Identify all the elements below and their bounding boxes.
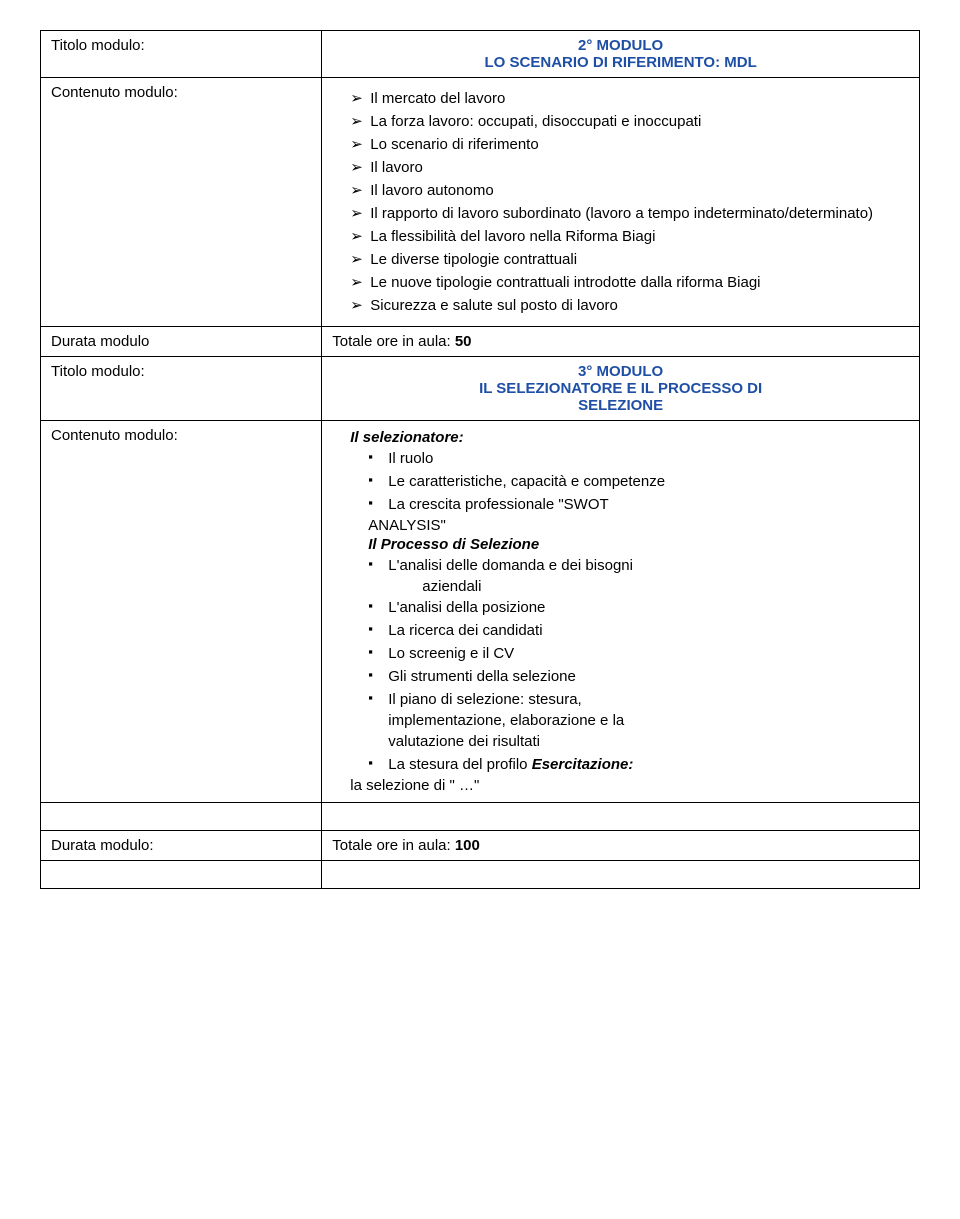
sec1-list: Il ruolo Le caratteristiche, capacità e … (332, 448, 909, 515)
item-text: L'analisi delle domanda e dei bisogni (388, 557, 633, 574)
empty-right (322, 803, 920, 831)
list-item: Le caratteristiche, capacità e competenz… (368, 471, 909, 492)
durata-prefix: Totale ore in aula: (332, 333, 455, 350)
sec2-list-b: L'analisi della posizione La ricerca dei… (332, 597, 909, 775)
row-contenuto-2: Contenuto modulo: Il mercato del lavoro … (41, 78, 920, 327)
list-item: Il mercato del lavoro (350, 88, 909, 109)
row-durata-3: Durata modulo: Totale ore in aula: 100 (41, 831, 920, 861)
row-titolo-3: Titolo modulo: 3° MODULO IL SELEZIONATOR… (41, 357, 920, 421)
list-item: La forza lavoro: occupati, disoccupati e… (350, 111, 909, 132)
row-empty-2 (41, 861, 920, 889)
sec2-list: L'analisi delle domanda e dei bisogni (332, 555, 909, 576)
content-titolo-3: 3° MODULO IL SELEZIONATORE E IL PROCESSO… (322, 357, 920, 421)
module-table: Titolo modulo: 2° MODULO LO SCENARIO DI … (40, 30, 920, 889)
last-b: Esercitazione: (532, 756, 634, 773)
mod2-list: Il mercato del lavoro La forza lavoro: o… (332, 88, 909, 316)
label-text: Titolo modulo: (51, 363, 145, 380)
empty-left (41, 803, 322, 831)
list-item: Lo screenig e il CV (368, 643, 909, 664)
label-text: Durata modulo: (51, 837, 154, 854)
piano-1: Il piano di selezione: stesura, (388, 691, 581, 708)
aziendali-line: aziendali (332, 578, 909, 595)
list-item: Il lavoro (350, 157, 909, 178)
label-titolo-2: Titolo modulo: (41, 31, 322, 78)
row-contenuto-3: Contenuto modulo: Il selezionatore: Il r… (41, 421, 920, 803)
list-item: Le diverse tipologie contrattuali (350, 249, 909, 270)
durata-value: 100 (455, 837, 480, 854)
list-item: La ricerca dei candidati (368, 620, 909, 641)
content-contenuto-2: Il mercato del lavoro La forza lavoro: o… (322, 78, 920, 327)
list-item: La stesura del profilo Esercitazione: (368, 754, 909, 775)
content-contenuto-3: Il selezionatore: Il ruolo Le caratteris… (322, 421, 920, 803)
label-text: Contenuto modulo: (51, 84, 178, 101)
list-item: Il rapporto di lavoro subordinato (lavor… (350, 203, 909, 224)
label-text: Titolo modulo: (51, 37, 145, 54)
label-text: Durata modulo (51, 333, 149, 350)
mod2-title-1: 2° MODULO (578, 37, 663, 54)
content-durata-2: Totale ore in aula: 50 (322, 327, 920, 357)
label-contenuto-3: Contenuto modulo: (41, 421, 322, 803)
piano-2: implementazione, elaborazione e la (388, 712, 624, 729)
list-item: Il piano di selezione: stesura, implemen… (368, 689, 909, 752)
list-item: Gli strumenti della selezione (368, 666, 909, 687)
row-empty (41, 803, 920, 831)
sec2-head: Il Processo di Selezione (368, 536, 909, 553)
row-durata-2: Durata modulo Totale ore in aula: 50 (41, 327, 920, 357)
list-item: L'analisi della posizione (368, 597, 909, 618)
label-text: Contenuto modulo: (51, 427, 178, 444)
sec1-head: Il selezionatore: (350, 429, 909, 446)
list-item: Il lavoro autonomo (350, 180, 909, 201)
content-titolo-2: 2° MODULO LO SCENARIO DI RIFERIMENTO: MD… (322, 31, 920, 78)
durata-prefix: Totale ore in aula: (332, 837, 455, 854)
list-item: La flessibilità del lavoro nella Riforma… (350, 226, 909, 247)
list-item: Sicurezza e salute sul posto di lavoro (350, 295, 909, 316)
label-titolo-3: Titolo modulo: (41, 357, 322, 421)
mod3-title-2a: IL SELEZIONATORE E IL PROCESSO DI (479, 380, 762, 397)
list-item: La crescita professionale "SWOT (368, 494, 909, 515)
list-item: Le nuove tipologie contrattuali introdot… (350, 272, 909, 293)
mod3-title-2b: SELEZIONE (578, 397, 663, 414)
analysis-line: ANALYSIS" (332, 517, 909, 534)
content-durata-3: Totale ore in aula: 100 (322, 831, 920, 861)
mod3-title-1: 3° MODULO (578, 363, 663, 380)
piano-3: valutazione dei risultati (388, 733, 540, 750)
footer-line: la selezione di " …" (350, 777, 909, 794)
list-item: Lo scenario di riferimento (350, 134, 909, 155)
empty-left-2 (41, 861, 322, 889)
label-durata-2: Durata modulo (41, 327, 322, 357)
list-item: Il ruolo (368, 448, 909, 469)
mod2-title-2: LO SCENARIO DI RIFERIMENTO: MDL (485, 54, 757, 71)
label-durata-3: Durata modulo: (41, 831, 322, 861)
durata-value: 50 (455, 333, 472, 350)
list-item: L'analisi delle domanda e dei bisogni (368, 555, 909, 576)
label-contenuto-2: Contenuto modulo: (41, 78, 322, 327)
empty-right-2 (322, 861, 920, 889)
last-a: La stesura del profilo (388, 756, 531, 773)
row-titolo-2: Titolo modulo: 2° MODULO LO SCENARIO DI … (41, 31, 920, 78)
item-text: La crescita professionale "SWOT (388, 496, 608, 513)
